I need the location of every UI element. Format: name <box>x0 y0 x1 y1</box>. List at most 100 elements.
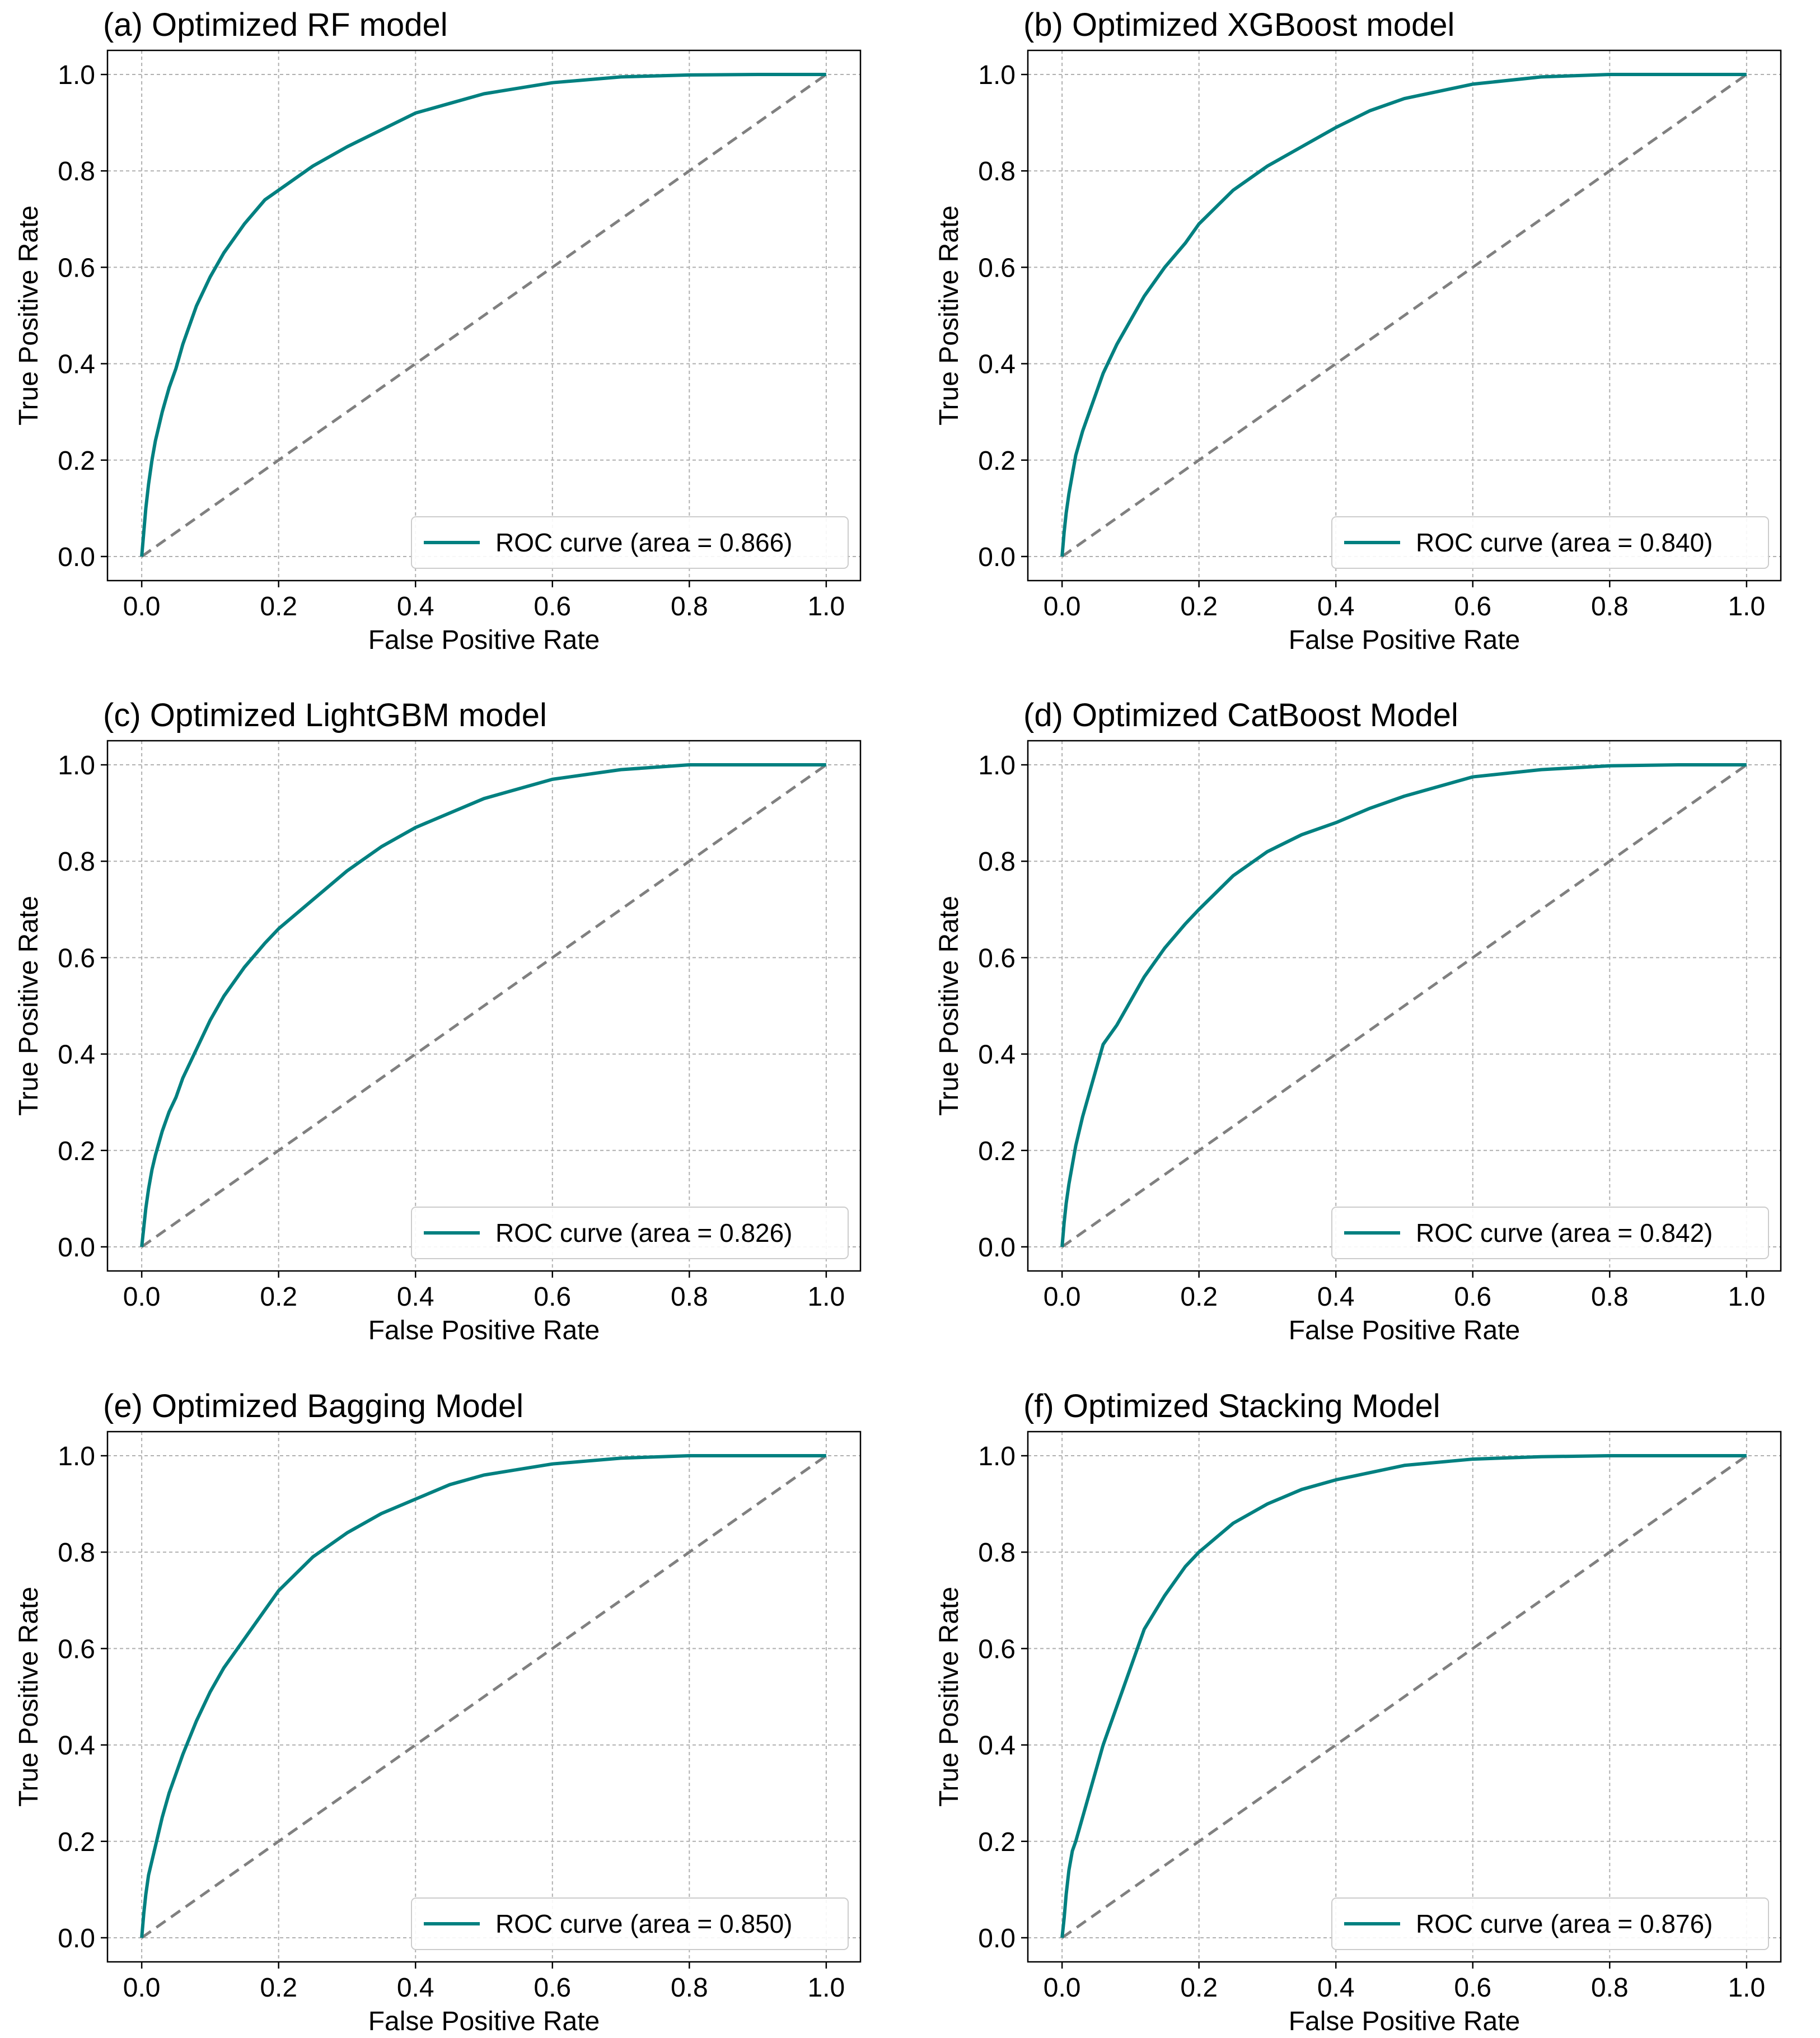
y-tick-label: 0.0 <box>58 1924 95 1953</box>
y-tick-label: 1.0 <box>978 1442 1016 1471</box>
legend-label: ROC curve (area = 0.850) <box>495 1909 793 1938</box>
y-tick-label: 0.2 <box>58 446 95 476</box>
legend-label: ROC curve (area = 0.866) <box>495 528 793 557</box>
x-tick-label: 0.6 <box>1454 1282 1491 1312</box>
legend-box <box>1331 1897 1769 1950</box>
y-tick-label: 0.0 <box>58 1233 95 1263</box>
x-tick-label: 0.2 <box>260 1282 297 1312</box>
roc-panel-a: (a) Optimized RF model 0.0 0.0 0.2 0.2 0.4 0.4… <box>14 7 862 655</box>
x-tick-label: 0.8 <box>1591 592 1629 621</box>
y-axis-label: True Positive Rate <box>934 896 964 1116</box>
roc-curve-line <box>1060 73 1747 557</box>
x-axis-label: False Positive Rate <box>368 625 600 655</box>
plot-frame <box>1027 740 1782 1272</box>
x-tick-label: 0.4 <box>1317 1973 1355 2003</box>
x-tick-label: 0.8 <box>1591 1282 1629 1312</box>
y-tick-label: 0.6 <box>978 253 1016 283</box>
y-axis-label: True Positive Rate <box>934 205 964 426</box>
y-tick-label: 0.2 <box>978 446 1016 476</box>
plot-frame <box>1027 49 1782 582</box>
roc-curve-line <box>140 1454 826 1938</box>
x-tick-label: 0.8 <box>671 592 708 621</box>
roc-curve-line <box>1060 1454 1747 1938</box>
y-tick-label: 0.6 <box>58 943 95 973</box>
y-tick-label: 0.8 <box>978 1538 1016 1568</box>
y-tick-label: 0.2 <box>58 1827 95 1857</box>
x-tick-label: 0.4 <box>397 1973 434 2003</box>
legend-label: ROC curve (area = 0.842) <box>1416 1218 1713 1247</box>
x-tick-label: 0.2 <box>260 1973 297 2003</box>
y-axis-label: True Positive Rate <box>934 1587 964 1807</box>
legend-box <box>1331 1207 1769 1259</box>
x-axis-label: False Positive Rate <box>1289 2007 1520 2036</box>
x-tick-label: 0.0 <box>1044 1973 1081 2003</box>
x-tick-label: 0.2 <box>1180 1282 1218 1312</box>
legend-label: ROC curve (area = 0.826) <box>495 1218 793 1247</box>
roc-panel-c: (c) Optimized LightGBM model 0.0 0.0 0.2 0.2… <box>14 697 862 1345</box>
x-axis-label: False Positive Rate <box>368 1316 600 1345</box>
roc-panel-d: (d) Optimized CatBoost Model 0.0 0.0 0.2 0.2… <box>934 697 1782 1345</box>
roc-panel-f: (f) Optimized Stacking Model 0.0 0.0 0.2 0.2… <box>934 1388 1782 2036</box>
diagonal-reference-line <box>141 1455 827 1939</box>
x-tick-label: 0.0 <box>123 592 161 621</box>
plot-frame <box>1027 1431 1782 1963</box>
panel-title: (c) Optimized LightGBM model <box>103 697 547 733</box>
x-tick-label: 1.0 <box>807 1973 845 2003</box>
y-tick-label: 1.0 <box>58 60 95 90</box>
y-tick-label: 0.4 <box>58 1040 95 1070</box>
x-tick-label: 0.0 <box>123 1282 161 1312</box>
y-tick-label: 1.0 <box>978 751 1016 780</box>
plot-frame <box>106 1431 862 1963</box>
x-tick-label: 0.2 <box>1180 592 1218 621</box>
y-tick-label: 0.4 <box>978 1731 1016 1761</box>
x-tick-label: 0.4 <box>1317 592 1355 621</box>
diagonal-reference-line <box>141 764 827 1248</box>
x-tick-label: 0.6 <box>534 1973 571 2003</box>
x-tick-label: 0.6 <box>534 592 571 621</box>
x-tick-label: 0.6 <box>1454 592 1491 621</box>
y-tick-label: 0.2 <box>978 1827 1016 1857</box>
roc-curve-line <box>140 763 826 1247</box>
diagonal-reference-line <box>1061 764 1748 1248</box>
x-axis-label: False Positive Rate <box>368 2007 600 2036</box>
y-tick-label: 0.2 <box>58 1137 95 1166</box>
y-axis-label: True Positive Rate <box>14 205 44 426</box>
legend-box <box>411 516 849 569</box>
roc-curve-line <box>1060 763 1747 1247</box>
x-tick-label: 0.0 <box>1044 1282 1081 1312</box>
roc-panel-b: (b) Optimized XGBoost model 0.0 0.0 0.2 0.2 0… <box>934 7 1782 655</box>
y-tick-label: 0.4 <box>978 350 1016 380</box>
legend-label: ROC curve (area = 0.840) <box>1416 528 1713 557</box>
x-axis-label: False Positive Rate <box>1289 1316 1520 1345</box>
y-tick-label: 0.8 <box>978 847 1016 877</box>
y-tick-label: 0.0 <box>978 543 1016 572</box>
y-tick-label: 0.6 <box>978 1634 1016 1664</box>
plot-frame <box>106 49 862 582</box>
x-tick-label: 0.8 <box>671 1282 708 1312</box>
panel-title: (e) Optimized Bagging Model <box>103 1388 523 1424</box>
x-tick-label: 1.0 <box>1728 592 1765 621</box>
y-tick-label: 1.0 <box>58 1442 95 1471</box>
x-axis-label: False Positive Rate <box>1289 625 1520 655</box>
x-tick-label: 0.4 <box>397 1282 434 1312</box>
plot-frame <box>106 740 862 1272</box>
diagonal-reference-line <box>1061 73 1748 558</box>
y-tick-label: 0.8 <box>978 157 1016 186</box>
legend-box <box>411 1897 849 1950</box>
y-tick-label: 0.8 <box>58 1538 95 1568</box>
y-tick-label: 0.6 <box>978 943 1016 973</box>
x-tick-label: 0.0 <box>123 1973 161 2003</box>
y-tick-label: 0.8 <box>58 847 95 877</box>
x-tick-label: 1.0 <box>1728 1973 1765 2003</box>
x-tick-label: 0.2 <box>1180 1973 1218 2003</box>
diagonal-reference-line <box>1061 1455 1748 1939</box>
y-tick-label: 1.0 <box>978 60 1016 90</box>
y-tick-label: 0.8 <box>58 157 95 186</box>
panel-title: (b) Optimized XGBoost model <box>1023 7 1454 43</box>
y-tick-label: 0.4 <box>978 1040 1016 1070</box>
x-tick-label: 0.4 <box>1317 1282 1355 1312</box>
x-tick-label: 0.8 <box>671 1973 708 2003</box>
panel-title: (a) Optimized RF model <box>103 7 448 43</box>
y-axis-label: True Positive Rate <box>14 1587 44 1807</box>
